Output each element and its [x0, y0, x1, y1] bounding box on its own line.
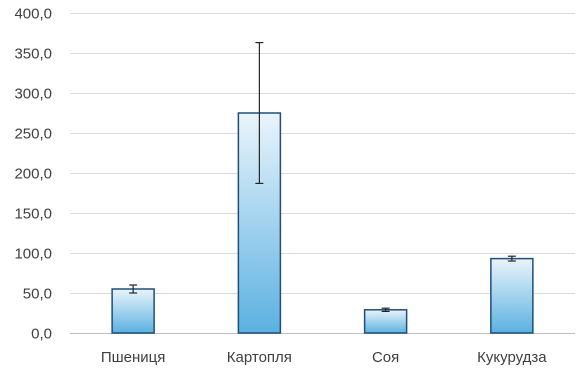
x-tick-label: Кукурудза: [477, 349, 547, 366]
x-axis-tick-labels: Пшениця Картопля Соя Кукурудза: [101, 349, 547, 366]
y-tick-label: 0,0: [31, 326, 52, 343]
error-bar-3: [381, 307, 390, 312]
x-tick-label: Картопля: [227, 349, 292, 366]
y-tick-label: 350,0: [14, 46, 52, 63]
bar-3: [363, 309, 408, 334]
error-bar-2: [255, 41, 264, 184]
x-tick-label: Соя: [372, 349, 399, 366]
bar-1: [111, 288, 155, 334]
y-tick-label: 200,0: [14, 166, 52, 183]
y-tick-label: 400,0: [14, 6, 52, 23]
bar-4: [490, 257, 534, 334]
x-tick-label: Пшениця: [101, 349, 166, 366]
y-tick-label: 50,0: [23, 286, 52, 303]
error-bars: [129, 41, 516, 312]
bars: [111, 112, 534, 334]
y-tick-label: 100,0: [14, 246, 52, 263]
y-tick-label: 150,0: [14, 206, 52, 223]
error-bar-4: [507, 255, 516, 262]
y-axis-tick-labels: 0,0 50,0 100,0 150,0 200,0 250,0 300,0 350,0 400…: [14, 6, 52, 343]
y-tick-label: 250,0: [14, 126, 52, 143]
y-tick-label: 300,0: [14, 86, 52, 103]
error-bar-1: [129, 284, 138, 294]
